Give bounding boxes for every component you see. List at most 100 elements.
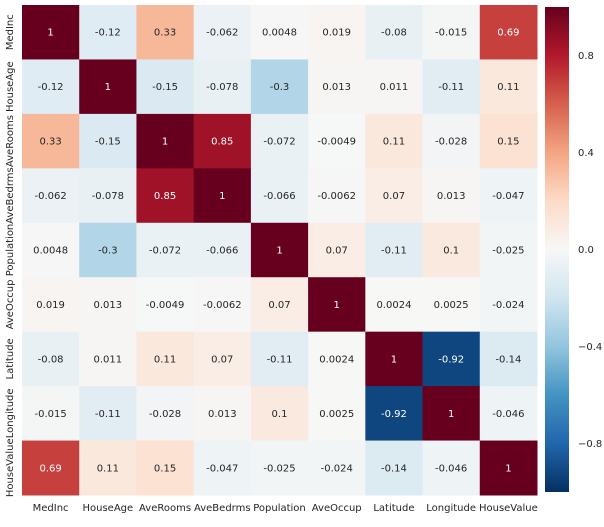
cell-value-label: 0.0024 bbox=[319, 354, 354, 365]
cell-value-label: -0.047 bbox=[206, 463, 238, 474]
heatmap-cell bbox=[250, 331, 309, 387]
x-tick-label: HouseValue bbox=[479, 503, 538, 514]
cell-value-label: 0.0048 bbox=[262, 28, 297, 39]
cell-value-label: 0.1 bbox=[443, 246, 459, 257]
heatmap-cell bbox=[365, 440, 424, 496]
heatmap-cell bbox=[479, 59, 538, 115]
heatmap-cell bbox=[193, 277, 252, 333]
cell-value-label: 0.0025 bbox=[319, 409, 354, 420]
heatmap-cell bbox=[79, 331, 137, 387]
colorbar-tick-label: 0.0 bbox=[578, 245, 594, 256]
heatmap-cell bbox=[479, 440, 538, 496]
cell-value-label: -0.92 bbox=[381, 409, 407, 420]
cell-value-label: 0.0025 bbox=[434, 300, 469, 311]
heatmap-cell bbox=[365, 59, 424, 115]
heatmap-cell bbox=[22, 222, 80, 278]
cell-value-label: -0.024 bbox=[492, 300, 524, 311]
heatmap-cell bbox=[422, 168, 481, 224]
heatmap-cell bbox=[479, 277, 538, 333]
heatmap-cell bbox=[136, 59, 195, 115]
cell-value-label: 1 bbox=[334, 300, 340, 311]
heatmap-cell bbox=[422, 5, 481, 60]
cell-value-label: 1 bbox=[47, 28, 53, 39]
cell-value-label: -0.025 bbox=[263, 463, 295, 474]
heatmap-cell bbox=[308, 113, 366, 169]
cell-value-label: 0.07 bbox=[268, 300, 290, 311]
cell-value-label: 0.011 bbox=[380, 82, 409, 93]
cell-value-label: 1 bbox=[105, 82, 111, 93]
cell-value-label: 0.013 bbox=[208, 409, 237, 420]
colorbar: 0.8 0.4 0.0 −0.4 −0.8 bbox=[545, 7, 602, 492]
heatmap-cell bbox=[136, 222, 195, 278]
heatmap-cell bbox=[22, 277, 80, 333]
cell-value-label: 0.013 bbox=[322, 82, 351, 93]
x-tick-labels: MedInc HouseAge AveRooms AveBedrms Populatio… bbox=[33, 503, 538, 514]
cell-value-label: 0.11 bbox=[154, 354, 176, 365]
colorbar-tick-label: −0.8 bbox=[578, 439, 602, 450]
x-tick-label: AveRooms bbox=[139, 503, 191, 514]
y-tick-labels: MedInc HouseAge AveRoomsAveBedrmsPopulatio… bbox=[5, 14, 16, 497]
heatmap-cell bbox=[250, 168, 309, 224]
heatmap-cell bbox=[422, 222, 481, 278]
heatmap-cell bbox=[193, 59, 252, 115]
cell-value-label: -0.12 bbox=[95, 28, 121, 39]
cell-value-label: 0.69 bbox=[497, 28, 519, 39]
heatmap-cell bbox=[79, 168, 137, 224]
cell-value-label: -0.062 bbox=[34, 191, 66, 202]
cell-value-label: -0.0062 bbox=[203, 300, 242, 311]
cell-value-label: -0.11 bbox=[381, 246, 407, 257]
heatmap-cell bbox=[365, 168, 424, 224]
heatmap-cell bbox=[136, 440, 195, 496]
heatmap-cell bbox=[136, 277, 195, 333]
cell-value-label: 1 bbox=[276, 246, 282, 257]
heatmap-cell bbox=[79, 5, 137, 60]
heatmap-cell bbox=[136, 168, 195, 224]
heatmap-cell bbox=[479, 113, 538, 169]
cell-value-label: -0.046 bbox=[435, 463, 467, 474]
heatmap-cell bbox=[422, 59, 481, 115]
y-tick-label: Population bbox=[5, 224, 16, 277]
cell-value-label: -0.11 bbox=[95, 409, 121, 420]
heatmap-cell bbox=[422, 277, 481, 333]
x-tick-label: AveBedrms bbox=[194, 503, 251, 514]
heatmap-cell bbox=[308, 277, 366, 333]
heatmap-cell bbox=[136, 331, 195, 387]
heatmap-cell bbox=[308, 331, 366, 387]
cell-value-label: -0.047 bbox=[492, 191, 524, 202]
cell-value-label: 0.0048 bbox=[33, 246, 68, 257]
heatmap-cell bbox=[79, 59, 137, 115]
heatmap-cell bbox=[250, 386, 309, 442]
cell-value-label: 0.11 bbox=[97, 463, 119, 474]
cell-value-label: -0.078 bbox=[206, 82, 238, 93]
heatmap-cell bbox=[422, 113, 481, 169]
cell-value-label: -0.3 bbox=[98, 246, 118, 257]
cell-value-label: -0.062 bbox=[206, 28, 238, 39]
y-tick-label: Latitude bbox=[5, 338, 16, 379]
heatmap-cell bbox=[250, 222, 309, 278]
heatmap-cell bbox=[365, 113, 424, 169]
y-tick-label: AveOccup bbox=[5, 279, 16, 329]
cell-value-label: 0.11 bbox=[383, 137, 405, 148]
heatmap-cell bbox=[22, 168, 80, 224]
heatmap-cell bbox=[422, 386, 481, 442]
y-tick-label: AveBedrms bbox=[5, 167, 16, 224]
heatmap-cell bbox=[193, 168, 252, 224]
cell-value-label: -0.046 bbox=[492, 409, 524, 420]
cell-value-label: 0.33 bbox=[154, 28, 176, 39]
heatmap-cell bbox=[308, 59, 366, 115]
cell-value-label: 0.69 bbox=[39, 463, 61, 474]
cell-value-label: -0.066 bbox=[263, 191, 295, 202]
heatmap-cell bbox=[479, 168, 538, 224]
cell-value-label: -0.15 bbox=[95, 137, 121, 148]
cell-value-label: -0.0049 bbox=[146, 300, 185, 311]
cell-value-label: 0.07 bbox=[383, 191, 405, 202]
cell-value-label: 1 bbox=[505, 463, 511, 474]
cell-value-label: -0.14 bbox=[495, 354, 521, 365]
cell-value-label: 0.07 bbox=[211, 354, 233, 365]
heatmap-cell bbox=[136, 113, 195, 169]
cell-value-label: -0.028 bbox=[435, 137, 467, 148]
cell-value-label: -0.14 bbox=[381, 463, 407, 474]
y-tick-label: AveRooms bbox=[5, 115, 16, 167]
colorbar-tick-label: −0.4 bbox=[578, 342, 602, 353]
colorbar-tick-label: 0.4 bbox=[578, 148, 594, 159]
